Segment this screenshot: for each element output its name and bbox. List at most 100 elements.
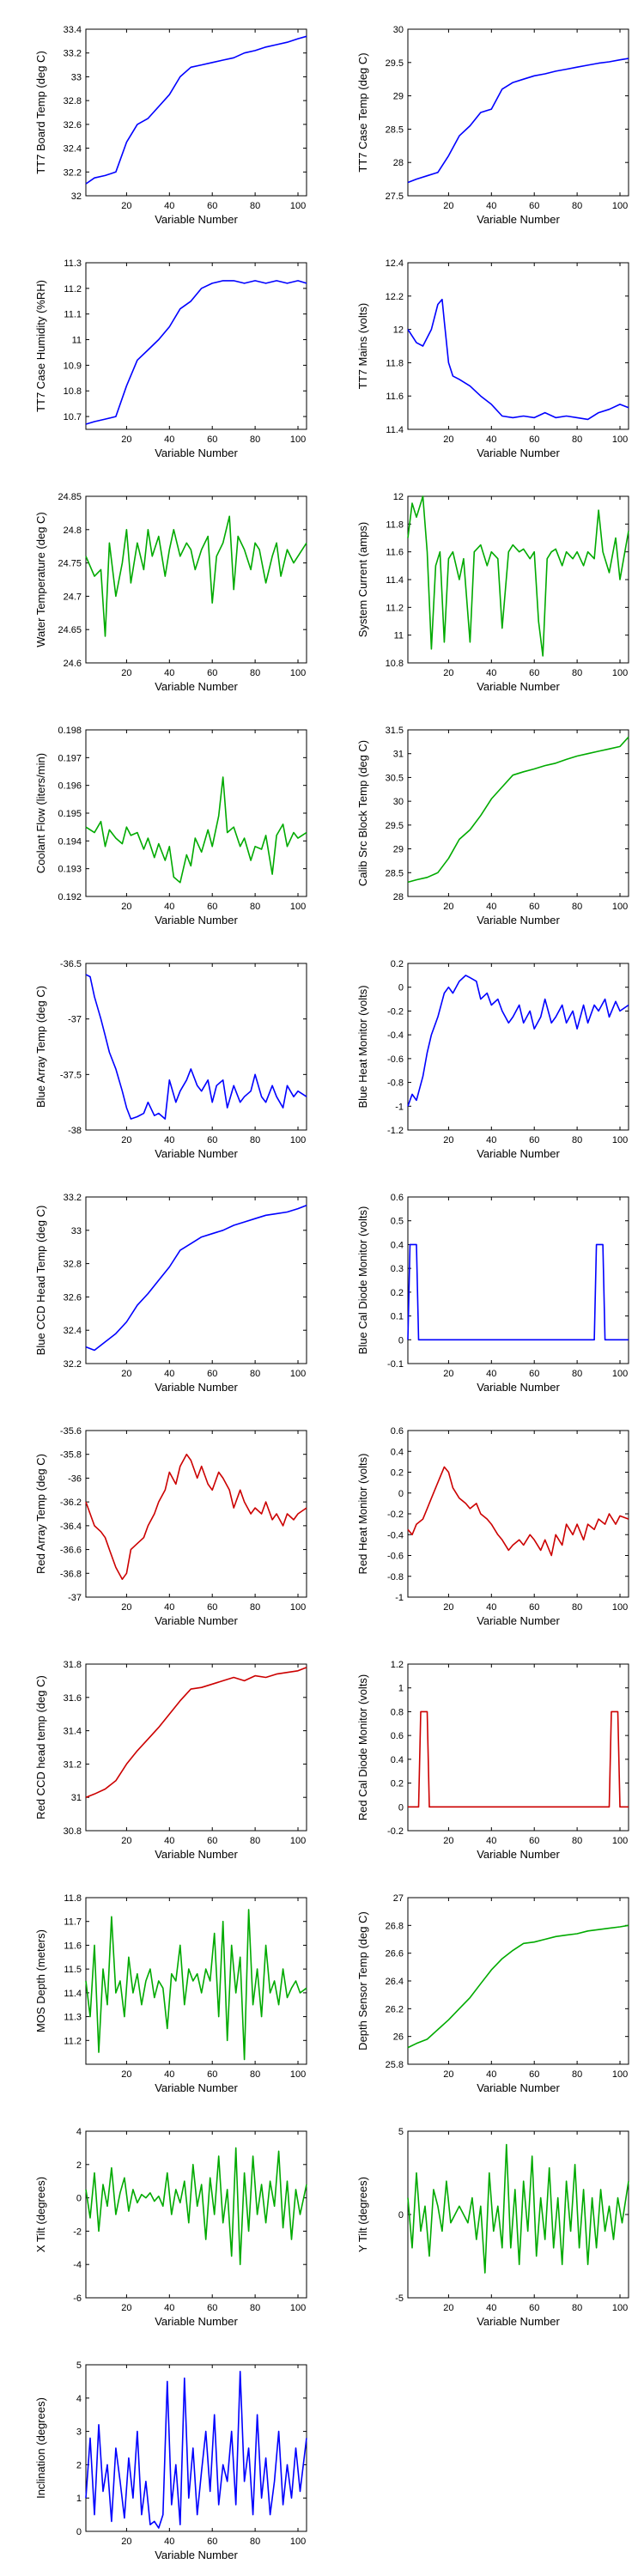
y-tick-label: 4 xyxy=(76,2127,82,2137)
y-tick-label: 0 xyxy=(398,1335,404,1346)
x-axis-label: Variable Number xyxy=(155,2315,238,2328)
y-tick-label: 28 xyxy=(393,158,404,168)
axes-box xyxy=(407,1196,629,1364)
y-tick-label: 0 xyxy=(76,2194,82,2204)
y-tick-label: 11.6 xyxy=(64,1941,82,1951)
x-tick-label: 80 xyxy=(250,1369,260,1379)
x-tick-label: 80 xyxy=(572,1836,582,1846)
y-axis-label: Blue Heat Monitor (volts) xyxy=(356,985,369,1108)
x-tick-label: 20 xyxy=(121,1135,131,1145)
y-axis-label: TT7 Case Temp (deg C) xyxy=(356,52,369,172)
x-tick-label: 80 xyxy=(250,434,260,445)
y-tick-label: 1.2 xyxy=(391,1660,404,1670)
y-tick-label: 30.8 xyxy=(64,1826,82,1837)
y-tick-label: -0.2 xyxy=(387,1510,404,1520)
y-axis-label: TT7 Mains (volts) xyxy=(356,303,369,389)
axes-box xyxy=(407,1430,629,1598)
y-tick-label: 26.4 xyxy=(386,1977,404,1987)
y-tick-label: 10.7 xyxy=(64,412,82,422)
x-tick-label: 60 xyxy=(529,2069,539,2080)
series-line xyxy=(407,298,629,421)
x-axis-label: Variable Number xyxy=(477,213,560,226)
y-tick-label: 26 xyxy=(393,2032,404,2043)
x-tick-label: 80 xyxy=(572,1602,582,1613)
y-tick-label: 28.5 xyxy=(386,125,404,135)
x-tick-label: 20 xyxy=(121,668,131,678)
series-line xyxy=(85,35,307,185)
x-tick-label: 100 xyxy=(612,668,628,678)
series-line xyxy=(407,975,629,1107)
chart-panel: 20 40 60 80 100 32 32.2 32.4 32.6 32.8 33 33.2 33.4 V… xyxy=(34,25,307,226)
y-tick-label: 32.6 xyxy=(64,120,82,131)
y-tick-label: 11.2 xyxy=(64,284,82,295)
y-axis-label: TT7 Board Temp (deg C) xyxy=(34,51,47,174)
y-tick-label: -0.8 xyxy=(387,1572,404,1583)
x-tick-label: 60 xyxy=(207,1836,217,1846)
x-axis-label: Variable Number xyxy=(155,2549,238,2561)
x-tick-label: 20 xyxy=(121,1602,131,1613)
chart-panel: 20 40 60 80 100 32.2 32.4 32.6 32.8 33 33.2 Variabl… xyxy=(34,1193,307,1394)
chart-panel: 20 40 60 80 100 11.2 11.3 11.4 11.5 11.6 11.7 11.8 V… xyxy=(34,1893,307,2094)
y-tick-label: -0.2 xyxy=(387,1006,404,1017)
x-axis-label: Variable Number xyxy=(477,1381,560,1394)
y-tick-label: 11.5 xyxy=(64,1965,82,1975)
x-tick-label: 100 xyxy=(290,1602,306,1613)
y-tick-label: 0.4 xyxy=(391,1447,404,1457)
x-tick-label: 20 xyxy=(121,1369,131,1379)
x-tick-label: 60 xyxy=(529,1836,539,1846)
y-tick-label: 24.65 xyxy=(58,625,82,635)
y-tick-label: 24.75 xyxy=(58,559,82,569)
y-tick-label: 11.4 xyxy=(386,425,404,435)
x-tick-label: 80 xyxy=(572,1135,582,1145)
x-tick-label: 20 xyxy=(443,2303,453,2313)
x-tick-label: 60 xyxy=(207,2537,217,2547)
y-tick-label: 12.4 xyxy=(386,258,404,269)
x-tick-label: 80 xyxy=(250,201,260,211)
y-tick-label: 33.2 xyxy=(64,49,82,59)
y-tick-label: 11 xyxy=(72,336,82,346)
y-tick-label: -0.1 xyxy=(387,1359,404,1370)
x-tick-label: 80 xyxy=(572,434,582,445)
y-axis-label: Inclination (degrees) xyxy=(34,2397,47,2499)
x-tick-label: 60 xyxy=(207,902,217,912)
y-tick-label: 27 xyxy=(393,1893,404,1904)
x-tick-label: 80 xyxy=(572,668,582,678)
y-tick-label: 11.4 xyxy=(64,1989,82,1999)
y-tick-label: 11.8 xyxy=(386,358,404,368)
y-tick-label: 11.3 xyxy=(64,258,82,269)
y-tick-label: 11.2 xyxy=(386,603,404,613)
y-tick-label: 24.85 xyxy=(58,492,82,502)
y-tick-label: -36.8 xyxy=(60,1569,82,1579)
x-tick-label: 20 xyxy=(443,668,453,678)
y-axis-label: Red Array Temp (deg C) xyxy=(34,1454,47,1574)
y-tick-label: -0.4 xyxy=(387,1530,404,1540)
x-tick-label: 40 xyxy=(164,2537,174,2547)
y-tick-label: -0.8 xyxy=(387,1078,404,1089)
x-tick-label: 20 xyxy=(121,2303,131,2313)
y-tick-label: -0.2 xyxy=(387,1826,404,1837)
chart-panel: 20 40 60 80 100 -0.2 0 0.2 0.4 0.6 0.8 1 1.2 Variable… xyxy=(356,1660,629,1861)
y-tick-label: -38 xyxy=(68,1126,82,1136)
y-tick-label: 29 xyxy=(393,92,404,102)
x-tick-label: 80 xyxy=(250,2537,260,2547)
x-tick-label: 60 xyxy=(529,668,539,678)
y-tick-label: -37 xyxy=(68,1593,82,1603)
y-tick-label: 11 xyxy=(394,631,404,641)
y-axis-label: Blue Cal Diode Monitor (volts) xyxy=(356,1206,369,1355)
y-tick-label: 0.2 xyxy=(391,959,404,969)
axes-box xyxy=(85,1196,307,1364)
y-tick-label: 26.2 xyxy=(386,2004,404,2014)
x-tick-label: 100 xyxy=(612,201,628,211)
x-tick-label: 80 xyxy=(572,1369,582,1379)
x-tick-label: 80 xyxy=(572,201,582,211)
axes-box xyxy=(85,495,307,664)
y-tick-label: 31.2 xyxy=(64,1759,82,1770)
x-tick-label: 60 xyxy=(207,2303,217,2313)
x-tick-label: 20 xyxy=(443,1369,453,1379)
chart-panel: 20 40 60 80 100 0 1 2 3 4 5 Variable Number Inclinat… xyxy=(34,2360,307,2561)
x-tick-label: 100 xyxy=(612,2069,628,2080)
y-tick-label: 31.5 xyxy=(386,726,404,736)
x-tick-label: 40 xyxy=(164,1369,174,1379)
x-tick-label: 40 xyxy=(164,434,174,445)
axes-box xyxy=(407,1663,629,1832)
